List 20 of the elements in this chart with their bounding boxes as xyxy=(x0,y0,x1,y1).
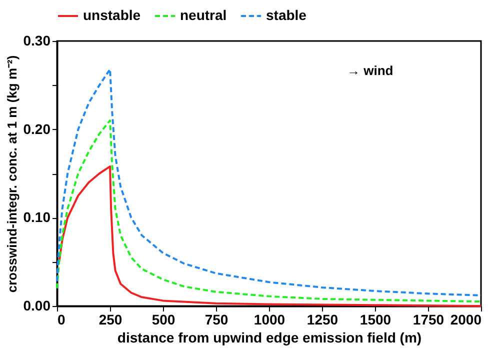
y-tick-label: 0.20 xyxy=(23,120,51,137)
legend-label: neutral xyxy=(180,7,227,23)
legend-label: stable xyxy=(266,7,307,23)
annotation: → wind xyxy=(347,63,394,78)
x-tick-label: 1250 xyxy=(306,312,338,328)
line-series xyxy=(56,120,482,303)
x-tick-label: 0 xyxy=(58,312,66,328)
x-tick-label: 250 xyxy=(98,312,122,328)
y-tick-label: 0.30 xyxy=(23,32,51,48)
x-tick-label: 1750 xyxy=(412,312,444,328)
x-tick-label: 500 xyxy=(152,312,176,328)
y-tick-label: 0.10 xyxy=(23,209,51,226)
legend-label: unstable xyxy=(83,7,141,23)
x-tick-label: 1500 xyxy=(360,312,392,328)
x-tick-label: 750 xyxy=(204,312,228,328)
x-tick-label: 1000 xyxy=(254,312,286,328)
y-axis-title: crosswind-integr. conc. at 1 m (kg m⁻²) xyxy=(4,55,20,293)
x-axis-title: distance from upwind edge emission field (m) xyxy=(117,330,422,346)
y-tick-label: 0.00 xyxy=(23,298,51,314)
x-tick-label: 2000 xyxy=(450,312,482,328)
